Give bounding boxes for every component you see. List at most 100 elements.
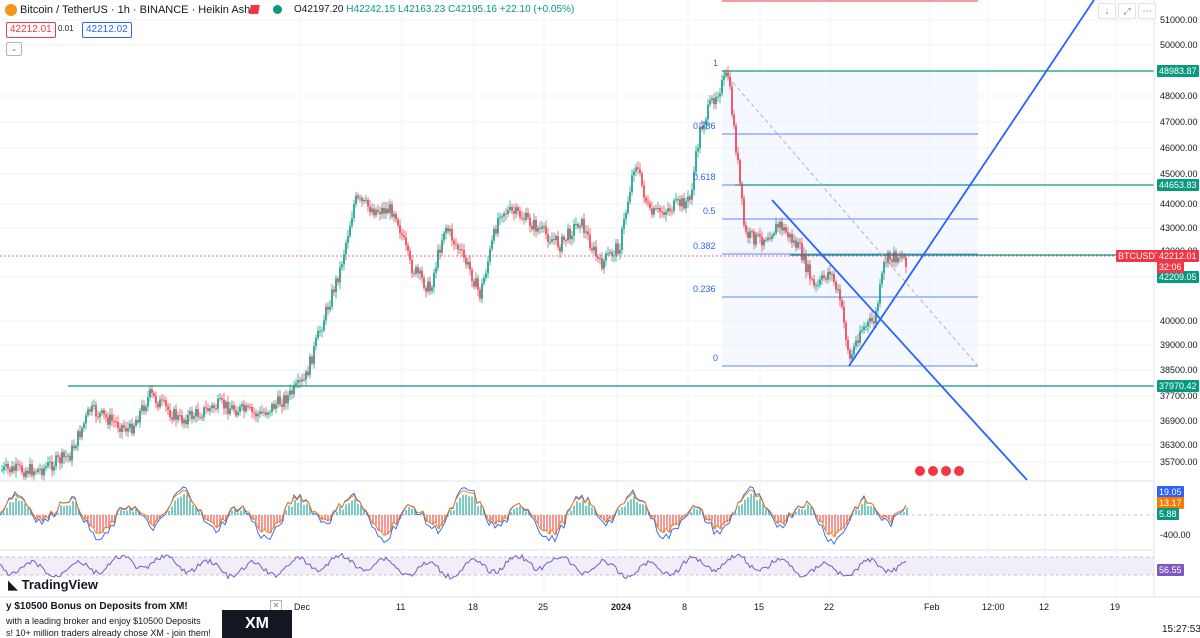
candle-body [293,385,295,395]
candle-body [697,148,699,152]
candle-body [137,419,139,423]
candle-body [257,414,259,417]
osc-histogram-bar [573,505,575,515]
candle-body [181,415,183,424]
flag-icon[interactable] [249,5,260,14]
candle-body [651,208,653,215]
candle-body [813,279,815,286]
candle-body [787,232,789,238]
osc-histogram-bar [606,515,608,524]
osc-histogram-bar [798,508,800,515]
candle-body [633,171,635,176]
candle-body [349,225,351,237]
candle-body [879,284,881,304]
osc-histogram-bar [618,509,620,515]
candle-body [481,283,483,299]
candle-body [781,221,783,231]
candle-body [369,206,371,213]
candle-body [593,246,595,251]
candle-body [595,246,597,257]
time-tick: Feb [924,602,940,612]
osc-histogram-bar [204,515,206,520]
osc-histogram-bar [405,510,407,515]
candle-body [291,390,293,395]
ad-text-line-2: s! 10+ million traders already chose XM … [6,628,211,638]
candle-body [803,253,805,261]
osc-histogram-bar [351,500,353,515]
osc-histogram-bar [207,515,209,522]
osc-histogram-bar [903,512,905,515]
time-tick: 11 [396,602,406,612]
event-flag-icon[interactable] [953,465,965,477]
candle-body [45,466,47,468]
candle-body [253,411,255,413]
candle-body [381,207,383,215]
candle-body [543,226,545,228]
osc-histogram-bar [873,507,875,515]
candle-body [705,119,707,125]
sell-button[interactable]: 42212.01 [6,22,56,38]
candle-body [657,207,659,209]
candle-body [487,261,489,274]
candle-body [407,245,409,251]
expand-icon[interactable]: ⤢ [1118,3,1136,19]
buy-button[interactable]: 42212.02 [82,22,132,38]
candle-body [775,224,777,234]
price-tick: 40000.00 [1160,316,1198,326]
osc-histogram-bar [777,515,779,525]
osc-histogram-bar [843,515,845,529]
xm-logo[interactable]: XM [222,610,292,638]
candle-body [589,234,591,249]
candle-body [585,231,587,233]
candle-body [557,236,559,248]
candle-body [29,464,31,474]
candle-body [101,410,103,414]
clock[interactable]: 15:27:53 [1162,624,1200,635]
fib-level-label: 0 [713,353,719,363]
candle-body [207,408,209,412]
candle-body [567,228,569,241]
candle-body [515,207,517,214]
candle-body [677,199,679,201]
candle-body [625,212,627,220]
ohlc-values: O42197.20 H42242.15 L42163.23 C42195.16 … [294,4,574,15]
osc-histogram-bar [453,510,455,515]
osc-histogram-bar [801,509,803,515]
candle-body [721,79,723,94]
candle-body [371,208,373,213]
candle-body [313,346,315,364]
osc-histogram-bar [522,509,524,515]
event-flag-icon[interactable] [927,465,939,477]
candle-body [783,227,785,231]
down-arrow-icon[interactable]: ↓ [1098,3,1116,19]
candle-body [363,199,365,202]
candle-body [469,261,471,270]
candle-body [77,431,79,447]
candle-body [457,244,459,250]
candle-body [203,407,205,418]
time-tick: 19 [1110,602,1121,612]
price-tick: 47000.00 [1160,117,1198,127]
economic-events[interactable] [914,464,966,482]
fib-level-label: 0.5 [703,206,716,216]
candle-body [833,274,835,282]
candle-body [835,281,837,290]
event-flag-icon[interactable] [940,465,952,477]
candle-body [217,398,219,409]
tradingview-logo[interactable]: ◣ TradingView [8,577,98,592]
osc-histogram-bar [582,500,584,515]
symbol-title[interactable]: Bitcoin / TetherUS · 1h · BINANCE · Heik… [20,4,253,16]
osc-histogram-bar [123,510,125,515]
candle-body [353,204,355,219]
collapse-legend-button[interactable]: ⌄ [6,42,22,56]
candle-body [211,405,213,409]
price-tick: 45000.00 [1160,169,1198,179]
ad-title[interactable]: y $10500 Bonus on Deposits from XM! [6,601,188,612]
osc-histogram-bar [456,502,458,515]
candle-body [455,243,457,245]
more-icon[interactable]: ⋯ [1138,3,1156,19]
event-flag-icon[interactable] [914,465,926,477]
candle-body [825,278,827,280]
osc-histogram-bar [261,515,263,533]
